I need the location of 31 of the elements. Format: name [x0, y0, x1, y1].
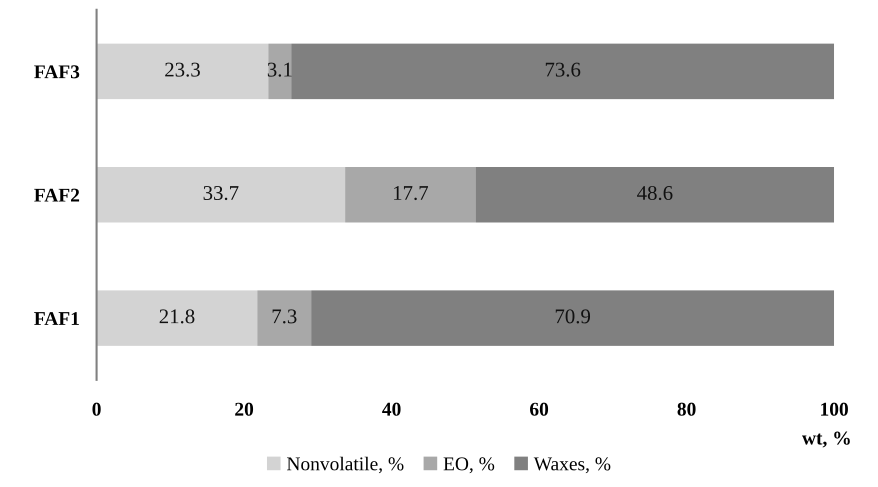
x-tick-label: 100	[821, 402, 848, 416]
legend-label: Nonvolatile, %	[286, 456, 404, 474]
bar	[291, 44, 834, 100]
data-label: 21.8	[160, 309, 194, 324]
bar	[268, 44, 292, 100]
x-tick-label: 0	[92, 402, 101, 416]
bar	[96, 167, 346, 223]
y-tick-label: FAF2	[34, 188, 80, 202]
legend-label: Waxes, %	[534, 457, 610, 474]
data-label: 33.7	[204, 186, 238, 200]
data-label: 17.7	[394, 186, 428, 200]
bar	[476, 167, 834, 223]
bar	[96, 290, 258, 346]
data-label: 48.6	[637, 186, 672, 200]
data-label: 70.9	[556, 309, 590, 324]
x-axis-title: wt, %	[802, 432, 850, 448]
bar	[311, 290, 834, 346]
data-label: 7.3	[272, 309, 296, 324]
legend-label: EO, %	[444, 457, 494, 474]
x-tick-label: 60	[530, 402, 548, 416]
bar	[96, 44, 268, 100]
bar	[257, 290, 312, 346]
y-tick-label: FAF3	[34, 65, 80, 78]
x-tick-label: 20	[235, 402, 254, 416]
data-label: 3.1	[268, 62, 292, 77]
data-label: 23.3	[165, 62, 200, 77]
y-tick-label: FAF1	[34, 312, 79, 325]
bar	[345, 167, 476, 223]
x-tick-label: 40	[382, 402, 401, 416]
data-label: 73.6	[546, 62, 580, 77]
x-tick-label: 80	[678, 402, 696, 416]
